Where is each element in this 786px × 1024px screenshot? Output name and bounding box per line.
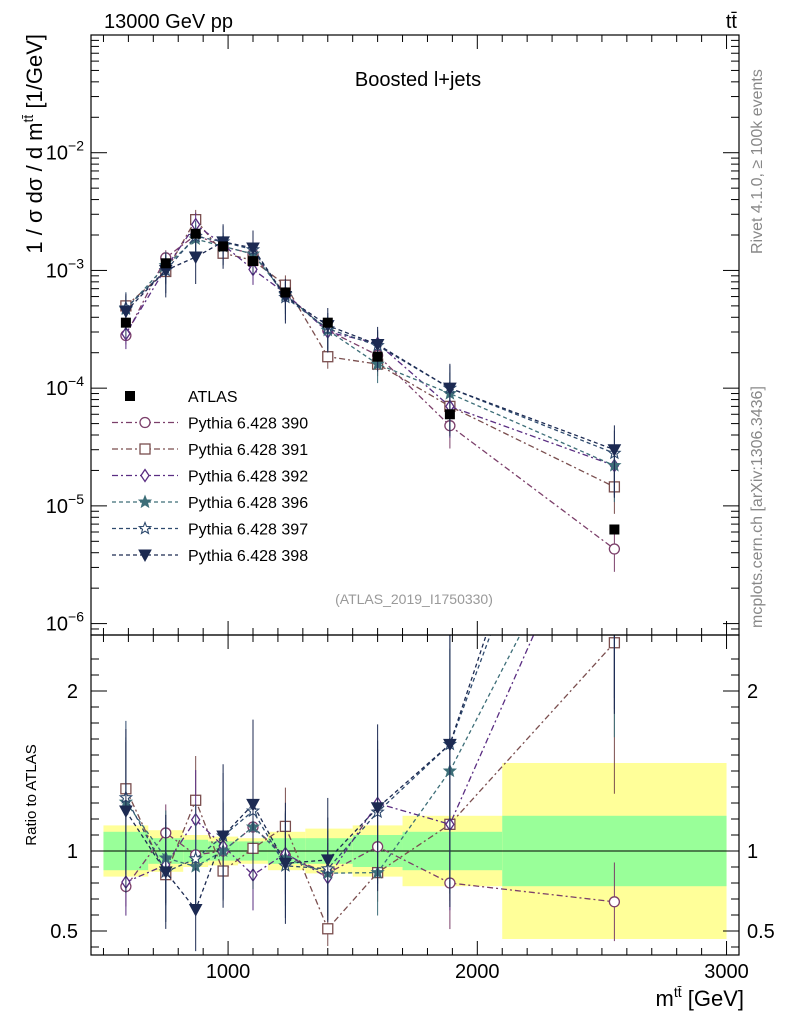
legend-390-label: Pythia 6.428 390 — [188, 416, 308, 433]
rivet-version-label: Rivet 4.1.0, ≥ 100k events — [749, 69, 766, 254]
series-398-line — [125, 241, 615, 451]
chart-title: Boosted l+jets — [355, 69, 481, 91]
series-398-ratio-point — [158, 866, 173, 879]
series-391-line — [125, 218, 615, 488]
series-398-ratio-point — [246, 798, 260, 812]
series-398-point — [188, 251, 203, 265]
ratio-tick-label: 2 — [67, 681, 78, 703]
legend-392-marker — [140, 468, 150, 483]
legend-391-label: Pythia 6.428 391 — [188, 442, 308, 459]
legend-396-marker — [137, 494, 153, 509]
legend-396-label: Pythia 6.428 396 — [188, 495, 308, 512]
series-398-ratio-point — [443, 738, 457, 752]
header-process-label: tt̄ — [726, 11, 738, 33]
legend-392-label: Pythia 6.428 392 — [188, 469, 308, 486]
series-396-line — [125, 238, 615, 467]
mcplots-label: mcplots.cern.ch [arXiv:1306.3436] — [749, 386, 766, 628]
series-398-ratio-line — [125, 635, 487, 911]
ratio-tick-label: 0.5 — [50, 921, 78, 943]
series-398-point — [607, 444, 622, 457]
atlas-data-point — [372, 351, 383, 362]
series-391-ratio-point — [322, 923, 334, 935]
series-392-line — [125, 223, 615, 467]
x-tick-label: 1000 — [206, 961, 251, 983]
series-398-point — [119, 305, 133, 319]
series-398-ratio-point — [188, 904, 203, 917]
series-390-ratio-point — [608, 896, 621, 908]
y-tick-label: 10−2 — [46, 138, 84, 165]
ratio-tick-label: 1 — [67, 841, 78, 863]
y-tick-label: 10−3 — [46, 255, 84, 282]
ratio-tick-label-right: 2 — [747, 681, 758, 703]
legend-marker-atlas — [125, 391, 135, 401]
y-tick-label: 10−4 — [46, 373, 84, 400]
x-axis-title: mtt̄ [GeV] — [656, 984, 744, 1011]
series-391-point — [322, 351, 334, 363]
series-398-point — [370, 338, 385, 352]
atlas-data-point — [609, 524, 620, 535]
legend-397-label: Pythia 6.428 397 — [188, 522, 308, 539]
x-tick-label: 2000 — [455, 961, 500, 983]
series-390-ratio-line — [125, 826, 615, 903]
series-397-ratio-point — [188, 851, 203, 865]
atlas-data-point — [120, 317, 131, 328]
header-beam-label: 13000 GeV pp — [104, 11, 233, 33]
series-397-ratio-line — [125, 635, 492, 873]
legend-390-marker — [139, 416, 151, 429]
ratio-tick-label-right: 1 — [747, 841, 758, 863]
atlas-data-point — [280, 287, 291, 298]
series-398-point — [443, 382, 457, 396]
x-tick-label: 3000 — [704, 961, 749, 983]
ratio-axis-title: Ratio to ATLAS — [23, 744, 40, 845]
analysis-tag: (ATLAS_2019_I1750330) — [335, 591, 493, 607]
atlas-data-point — [248, 256, 258, 267]
series-397-line — [125, 235, 615, 454]
atlas-data-point — [190, 228, 201, 239]
series-398-ratio-point — [370, 802, 385, 815]
atlas-data-point — [322, 317, 333, 328]
atlas-data-point — [218, 241, 229, 252]
legend-label-atlas: ATLAS — [188, 389, 238, 406]
series-396-ratio-line — [125, 635, 521, 874]
series-391-ratio-line — [125, 642, 615, 931]
atlas-data-point — [160, 258, 171, 269]
legend-391-marker — [139, 443, 151, 455]
ratio-tick-label-right: 0.5 — [747, 921, 775, 943]
y-axis-title: 1 / σ dσ / d mtt̄ [1/GeV] — [20, 34, 47, 254]
series-398-point — [246, 242, 260, 256]
atlas-data-point — [444, 409, 455, 420]
series-398-ratio-point — [216, 830, 230, 844]
series-392-ratio-line — [125, 635, 535, 883]
ratio-panel-frame — [90, 634, 740, 956]
series-398-ratio-point — [320, 854, 335, 867]
y-tick-label: 10−6 — [46, 609, 84, 636]
legend-398-label: Pythia 6.428 398 — [188, 548, 308, 565]
series-390-point — [608, 543, 621, 555]
series-398-ratio-point — [119, 805, 133, 819]
series-398-ratio-point — [278, 857, 293, 871]
legend-397-marker — [137, 520, 153, 535]
y-tick-label: 10−5 — [46, 491, 84, 518]
legend-398-marker — [138, 549, 152, 563]
